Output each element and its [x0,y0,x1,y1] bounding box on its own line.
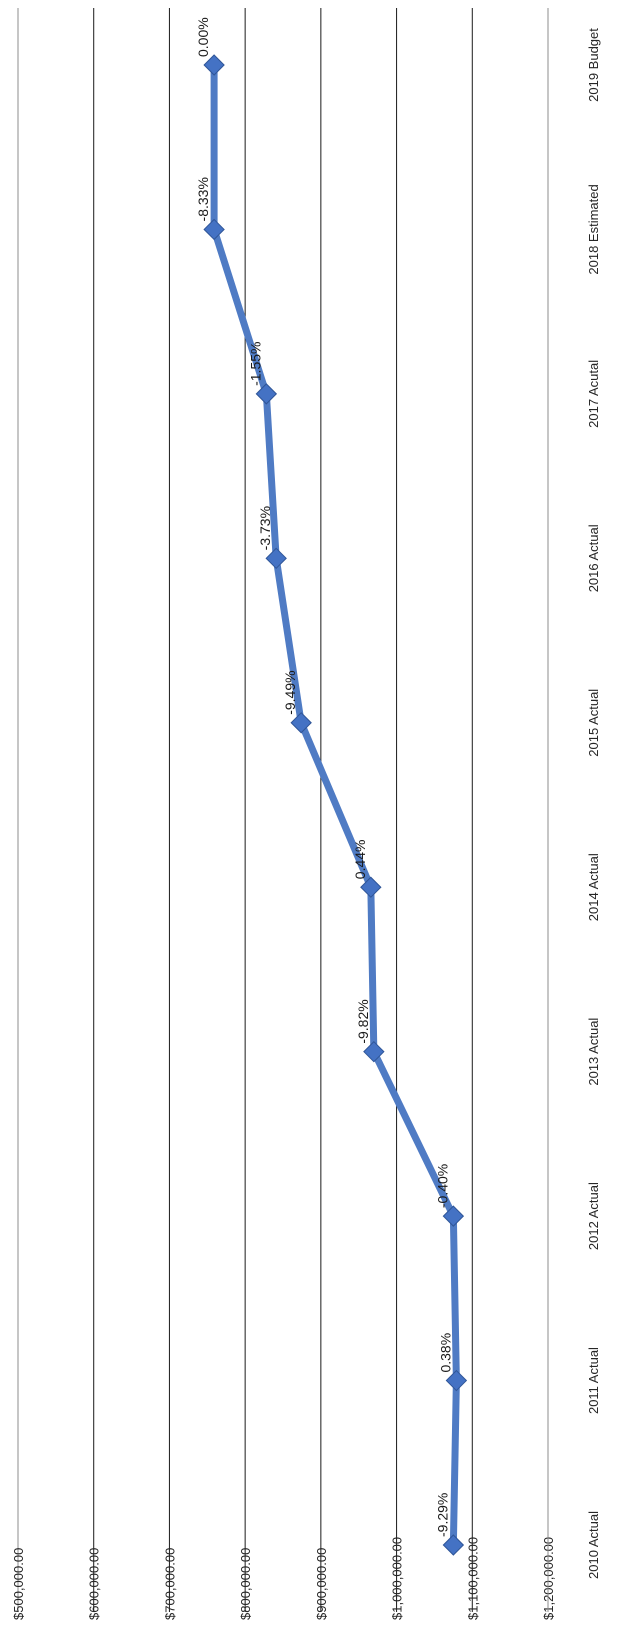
data-label: -8.33% [195,177,211,221]
data-point-marker [255,383,278,405]
x-tick-label: 2011 Actual [586,1347,601,1414]
y-tick-label: $800,000.00 [238,1548,253,1620]
data-label: 0.00% [195,17,211,57]
x-tick-label: 2013 Actual [586,1018,601,1086]
y-tick-label: $600,000.00 [87,1548,102,1620]
data-point-marker [363,1040,385,1063]
data-label: -9.29% [434,1493,450,1537]
data-label: 0.44% [352,840,368,880]
data-point-marker [442,1205,465,1227]
x-tick-label: 2019 Budget [586,28,601,102]
data-label: -9.82% [355,999,371,1043]
x-tick-label: 2017 Acutal [586,360,601,428]
data-point-marker [265,547,287,570]
series-line [210,61,460,1549]
data-label: 0.38% [437,1333,453,1373]
data-point-marker [442,1534,465,1556]
data-point-marker [290,712,312,734]
plot-area: $500,000.00 $600,000.00 $700,000.00 $800,00… [11,8,601,1620]
data-point-marker [445,1369,468,1392]
y-tick-label: $700,000.00 [162,1548,177,1620]
x-tick-label: 2016 Actual [586,524,601,592]
x-tick-label: 2015 Actual [586,689,601,757]
data-point-marker [203,54,225,76]
data-point-marker [203,218,225,241]
y-tick-label: $500,000.00 [11,1548,26,1620]
x-tick-label: 2018 Estimated [586,184,601,274]
data-point-marker [360,876,382,898]
x-tick-label: 2010 Actual [586,1511,601,1579]
y-tick-label: $1,000,000.00 [390,1537,405,1620]
data-label: -0.40% [434,1164,450,1208]
x-tick-label: 2014 Actual [586,853,601,921]
y-tick-label: $900,000.00 [314,1548,329,1620]
data-label: -1.55% [247,342,263,386]
x-tick-label: 2012 Actual [586,1182,601,1250]
data-label: -9.49% [282,670,298,714]
y-tick-label: $1,100,000.00 [465,1537,480,1620]
data-label: -3.73% [257,506,273,550]
